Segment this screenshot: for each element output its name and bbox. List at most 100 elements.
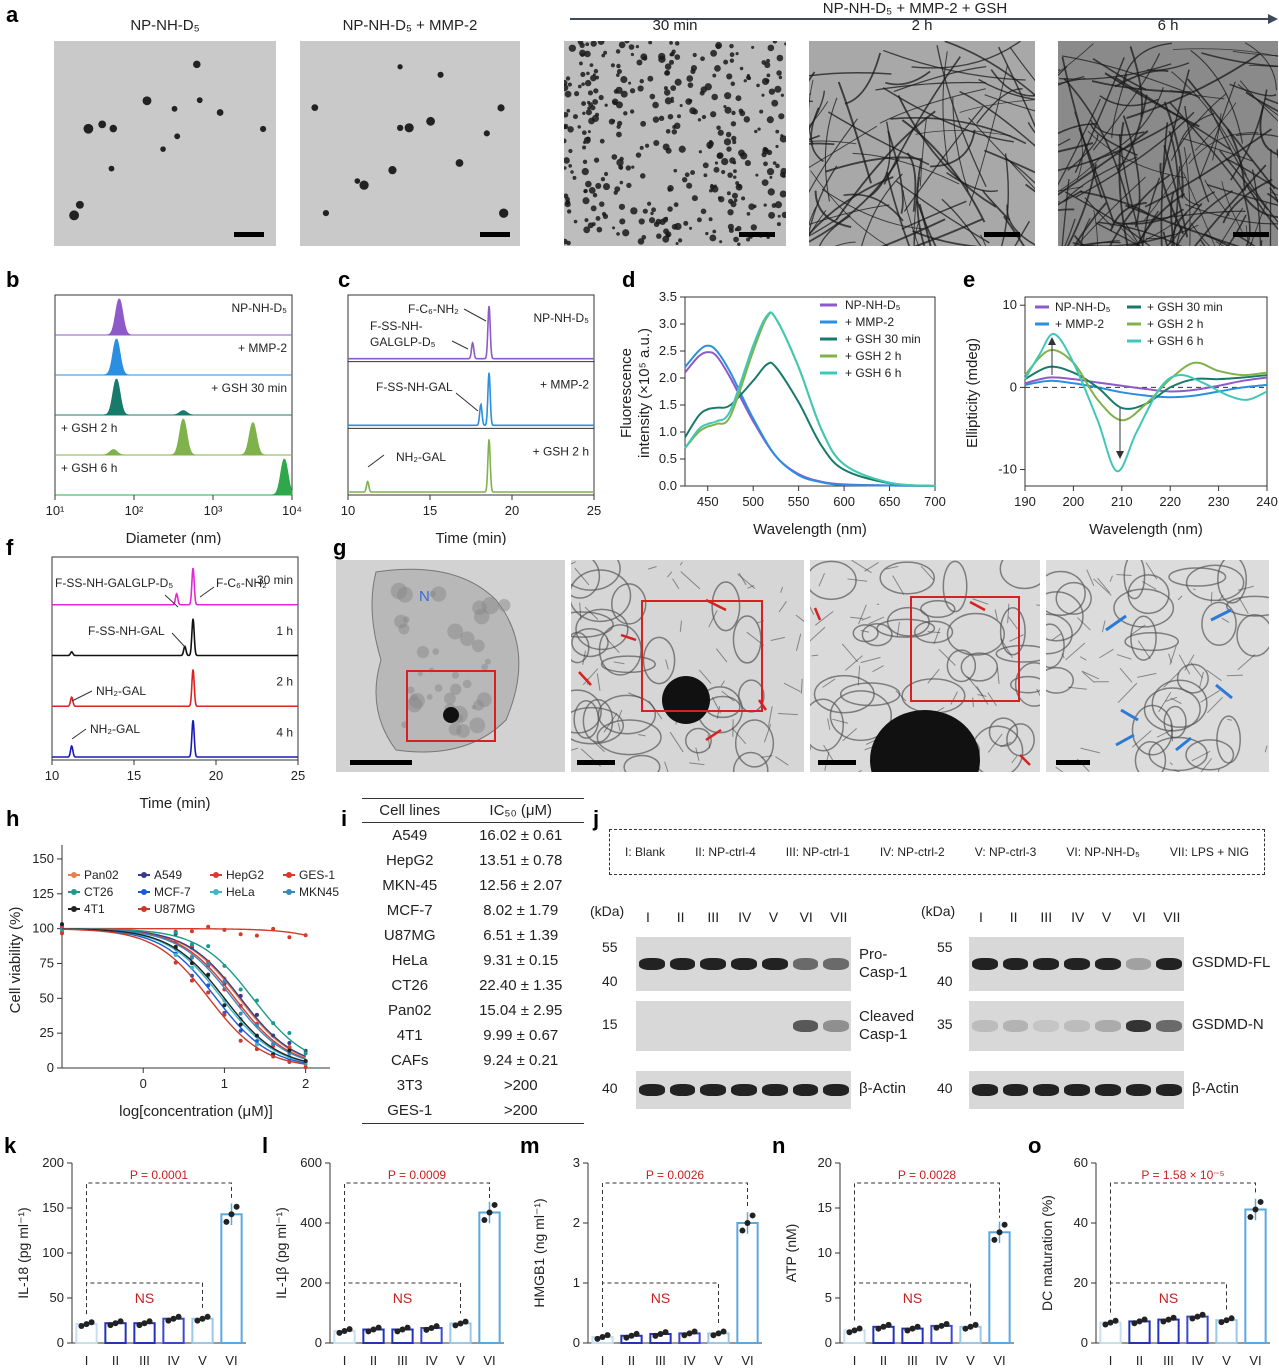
- blot-β-Actin: [636, 1071, 851, 1109]
- band: [1094, 1020, 1121, 1032]
- tick-label: 15: [127, 768, 141, 783]
- data-point: [107, 1322, 114, 1329]
- particle: [772, 161, 777, 165]
- data-point: [254, 1012, 259, 1017]
- particle: [735, 95, 742, 102]
- chart-f-hplc: 30 min 1 h 2 h 4 h 10 15 20 25 Time (min) F-SS-NH…: [45, 556, 305, 812]
- particle: [698, 150, 702, 154]
- fiber: [1178, 112, 1215, 146]
- organelle: [432, 648, 440, 656]
- tick-label: II: [628, 1353, 635, 1368]
- panel-label-f: f: [6, 535, 14, 560]
- data-point: [749, 1212, 756, 1219]
- band: [1033, 958, 1060, 970]
- particle: [572, 114, 579, 120]
- fiber: [885, 70, 931, 86]
- data-point: [254, 1047, 259, 1052]
- particle: [618, 203, 626, 210]
- tick-label: 10⁴: [282, 503, 302, 518]
- fiber: [1199, 671, 1204, 688]
- fiber: [1234, 233, 1279, 268]
- data-point: [136, 1322, 143, 1329]
- band: [1002, 1020, 1029, 1032]
- fiber: [1168, 101, 1245, 193]
- blot-GSDMD-FL: [969, 937, 1184, 991]
- fiber: [1064, 191, 1153, 249]
- particle: [673, 122, 681, 130]
- data-point: [303, 1058, 308, 1063]
- fiber: [795, 633, 802, 651]
- fiber: [1229, 83, 1277, 97]
- fiber: [797, 71, 892, 79]
- particle: [585, 42, 590, 47]
- particle: [766, 116, 774, 124]
- particle: [587, 90, 593, 96]
- organelle: [426, 693, 433, 700]
- data-point: [271, 1021, 276, 1026]
- fiber: [825, 156, 922, 173]
- particle: [761, 93, 765, 97]
- tick-label: V: [714, 1353, 723, 1368]
- cell-texture: [1046, 560, 1269, 772]
- tick-label: 1.0: [659, 424, 677, 439]
- tick-label: 0: [140, 1076, 147, 1091]
- annotation: F-C₆-NH₂: [216, 576, 267, 590]
- tick-label: VI: [1249, 1353, 1261, 1368]
- particle: [624, 38, 630, 44]
- trace-4 h: [52, 720, 298, 758]
- fiber: [689, 762, 705, 766]
- particle: [739, 110, 746, 117]
- band: [1033, 1084, 1060, 1096]
- x-axis-label: Wavelength (nm): [753, 521, 867, 538]
- fiber: [800, 678, 803, 694]
- fiber: [1051, 633, 1062, 641]
- tick-label: I: [1109, 1353, 1113, 1368]
- fiber: [944, 40, 1052, 111]
- annotation-arrow: [451, 340, 469, 350]
- particle: [750, 224, 757, 231]
- fiber: [778, 601, 787, 613]
- chart-b-dls: NP-NH-D₅ + MMP-2 + GSH 30 min + GSH 2 h + GS…: [46, 294, 302, 545]
- line-+ MMP-2: [1024, 379, 1268, 399]
- line-+ GSH 2 h: [1024, 349, 1268, 422]
- scale-bar: [480, 232, 510, 237]
- particle: [653, 139, 660, 147]
- particle: [616, 232, 620, 236]
- tick-label: VI: [483, 1353, 495, 1368]
- band: [1002, 958, 1029, 970]
- organelle: [839, 682, 901, 707]
- particle: [733, 236, 739, 243]
- particle: [566, 240, 571, 246]
- particle: [727, 209, 734, 216]
- particle: [574, 91, 580, 97]
- cell-line-name: CT26: [391, 977, 429, 994]
- particle: [671, 129, 678, 135]
- legend-item: IV: NP-ctrl-2: [879, 845, 945, 859]
- organelle: [876, 618, 936, 638]
- fiber: [648, 565, 657, 570]
- particle: [593, 68, 599, 74]
- tick-label: 600: [300, 1155, 322, 1170]
- organelle: [1046, 591, 1084, 642]
- fiber: [1248, 64, 1279, 68]
- data-point: [691, 1328, 698, 1335]
- fiber: [574, 567, 590, 586]
- particle: [639, 145, 644, 150]
- band: [792, 1084, 819, 1096]
- particle: [586, 100, 591, 105]
- data-point: [189, 978, 194, 983]
- cell-texture: [371, 568, 520, 753]
- tick-label: 5: [825, 1290, 832, 1305]
- particle: [619, 156, 624, 162]
- particle: [628, 81, 632, 85]
- data-point: [1257, 1198, 1264, 1205]
- particle: [655, 218, 662, 225]
- data-point: [336, 1329, 343, 1336]
- fiber: [1087, 130, 1187, 179]
- data-point: [189, 965, 194, 970]
- tick-label: IV: [167, 1353, 180, 1368]
- particle: [581, 130, 587, 136]
- tick-label: VI: [993, 1353, 1005, 1368]
- tem-image-2h: 2 h: [695, 17, 1101, 345]
